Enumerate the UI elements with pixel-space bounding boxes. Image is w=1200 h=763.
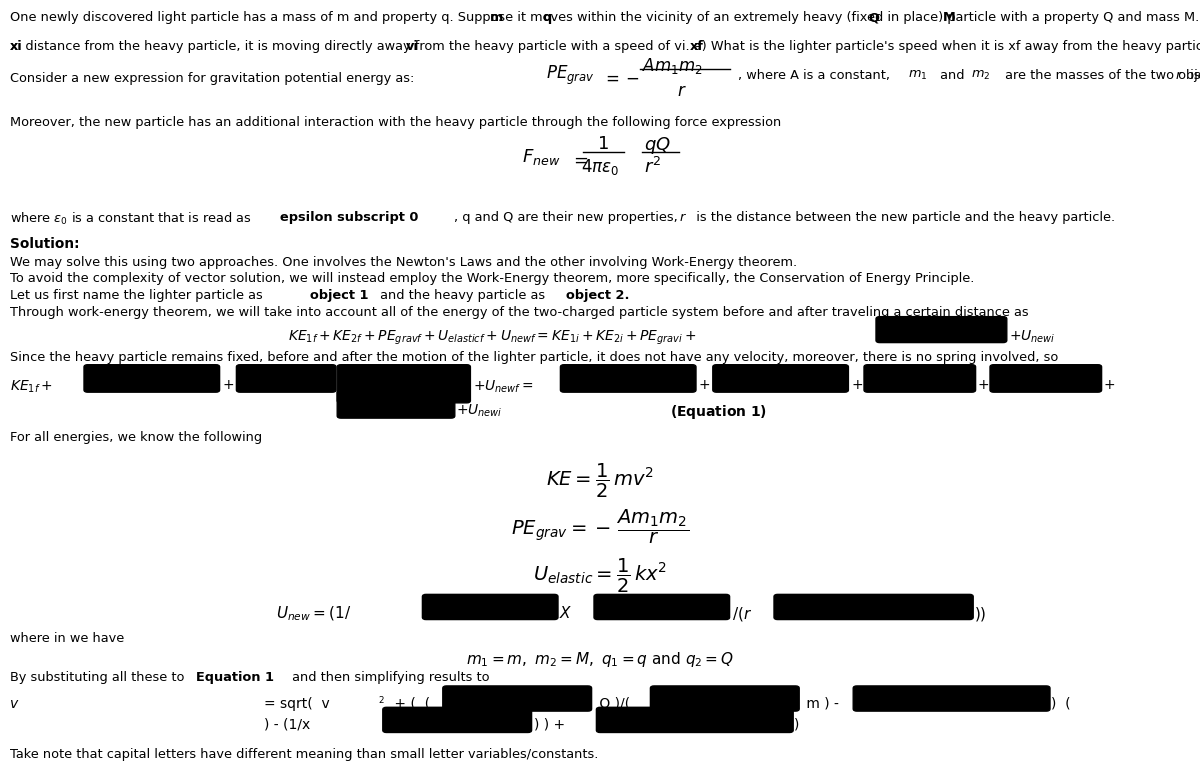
FancyBboxPatch shape — [337, 391, 455, 418]
FancyBboxPatch shape — [337, 365, 470, 403]
Text: $X$: $X$ — [559, 605, 572, 621]
Text: $KE_{1f} + KE_{2f} + PE_{gravf} + U_{elasticf} + U_{newf} = KE_{1i} + KE_{2i} + : $KE_{1f} + KE_{2f} + PE_{gravf} + U_{ela… — [288, 329, 696, 347]
Text: $+$: $+$ — [851, 378, 863, 392]
Text: $F_{new}$: $F_{new}$ — [522, 147, 560, 167]
FancyBboxPatch shape — [84, 365, 220, 392]
Text: $))$: $))$ — [974, 605, 986, 623]
Text: where in we have: where in we have — [10, 632, 124, 645]
Text: One newly discovered light particle has a mass of m and property q. Suppose it m: One newly discovered light particle has … — [10, 11, 1200, 24]
Text: $Am_1m_2$: $Am_1m_2$ — [642, 56, 703, 76]
FancyBboxPatch shape — [560, 365, 696, 392]
Text: For all energies, we know the following: For all energies, we know the following — [10, 431, 262, 444]
Text: r: r — [679, 211, 684, 224]
Text: $U_{elastic} = \dfrac{1}{2}\,kx^2$: $U_{elastic} = \dfrac{1}{2}\,kx^2$ — [533, 557, 667, 595]
Text: = sqrt(  v: = sqrt( v — [264, 697, 330, 710]
Text: Moreover, the new particle has an additional interaction with the heavy particle: Moreover, the new particle has an additi… — [10, 116, 781, 129]
Text: ) ) +: ) ) + — [534, 718, 565, 732]
Text: and then simplifying results to: and then simplifying results to — [288, 671, 490, 684]
Text: $=$: $=$ — [570, 150, 589, 169]
Text: $KE = \dfrac{1}{2}\,mv^2$: $KE = \dfrac{1}{2}\,mv^2$ — [546, 462, 654, 500]
FancyBboxPatch shape — [650, 686, 799, 711]
Text: xi: xi — [10, 40, 23, 53]
Text: By substituting all these to: By substituting all these to — [10, 671, 188, 684]
Text: object 2.: object 2. — [566, 289, 630, 302]
Text: Consider a new expression for gravitation potential energy as:: Consider a new expression for gravitatio… — [10, 72, 418, 85]
FancyBboxPatch shape — [713, 365, 848, 392]
Text: $\mathbf{(Equation\ 1)}$: $\mathbf{(Equation\ 1)}$ — [670, 403, 767, 421]
FancyBboxPatch shape — [383, 707, 532, 732]
FancyBboxPatch shape — [443, 686, 592, 711]
Text: M: M — [943, 11, 956, 24]
Text: is the distance between them.: is the distance between them. — [1186, 69, 1200, 82]
Text: $r^2$: $r^2$ — [644, 157, 661, 177]
Text: and: and — [936, 69, 968, 82]
Text: To avoid the complexity of vector solution, we will instead employ the Work-Ener: To avoid the complexity of vector soluti… — [10, 272, 974, 285]
Text: $+$: $+$ — [977, 378, 989, 392]
FancyBboxPatch shape — [236, 365, 336, 392]
Text: $qQ$: $qQ$ — [644, 135, 671, 156]
Text: r: r — [1176, 69, 1181, 82]
FancyBboxPatch shape — [876, 317, 1007, 343]
Text: Q )/(: Q )/( — [595, 697, 630, 710]
FancyBboxPatch shape — [422, 594, 558, 620]
FancyBboxPatch shape — [596, 707, 793, 732]
Text: $+ U_{newf} =$: $+ U_{newf} =$ — [473, 378, 533, 394]
FancyBboxPatch shape — [594, 594, 730, 620]
Text: q: q — [542, 11, 552, 24]
Text: )  (: ) ( — [1051, 697, 1070, 710]
Text: $4\pi\varepsilon_0$: $4\pi\varepsilon_0$ — [581, 157, 619, 177]
Text: ) - (1/x: ) - (1/x — [264, 718, 311, 732]
Text: m ) -: m ) - — [802, 697, 839, 710]
Text: $m_1$: $m_1$ — [908, 69, 928, 82]
Text: , where A is a constant,: , where A is a constant, — [738, 69, 890, 82]
Text: Solution:: Solution: — [10, 237, 79, 250]
Text: Since the heavy particle remains fixed, before and after the motion of the light: Since the heavy particle remains fixed, … — [10, 351, 1058, 364]
Text: $+ U_{newi}$: $+ U_{newi}$ — [456, 403, 503, 419]
Text: $+$: $+$ — [222, 378, 234, 392]
FancyBboxPatch shape — [853, 686, 1050, 711]
Text: are the masses of the two objects, and: are the masses of the two objects, and — [1001, 69, 1200, 82]
Text: xi distance from the heavy particle, it is moving directly away from the heavy p: xi distance from the heavy particle, it … — [10, 40, 1200, 53]
Text: $+$: $+$ — [1103, 378, 1115, 392]
Text: epsilon subscript 0: epsilon subscript 0 — [280, 211, 418, 224]
Text: $m_1 = m,\ m_2 = M,\ q_1 = q\ \mathrm{and}\ q_2 = Q$: $m_1 = m,\ m_2 = M,\ q_1 = q\ \mathrm{an… — [466, 650, 734, 669]
Text: $+$: $+$ — [698, 378, 710, 392]
Text: $1$: $1$ — [596, 135, 608, 153]
Text: , q and Q are their new properties,: , q and Q are their new properties, — [454, 211, 682, 224]
Text: is the distance between the new particle and the heavy particle.: is the distance between the new particle… — [688, 211, 1115, 224]
Text: + (  (: + ( ( — [390, 697, 430, 710]
Text: $= -$: $= -$ — [602, 69, 641, 87]
Text: $U_{new} = (1/$: $U_{new} = (1/$ — [276, 605, 352, 623]
FancyBboxPatch shape — [864, 365, 976, 392]
Text: vi: vi — [406, 40, 419, 53]
Text: $PE_{grav} = -\,\dfrac{Am_1m_2}{r}$: $PE_{grav} = -\,\dfrac{Am_1m_2}{r}$ — [511, 507, 689, 546]
Text: $/(r$: $/(r$ — [732, 605, 752, 623]
Text: where $\varepsilon_0$ is a constant that is read as: where $\varepsilon_0$ is a constant that… — [10, 211, 252, 227]
Text: $r$: $r$ — [677, 82, 686, 101]
Text: and the heavy particle as: and the heavy particle as — [376, 289, 548, 302]
Text: $KE_{1f} +$: $KE_{1f} +$ — [10, 378, 53, 394]
Text: $m_2$: $m_2$ — [971, 69, 990, 82]
Text: object 1: object 1 — [310, 289, 368, 302]
Text: $+ U_{newi}$: $+ U_{newi}$ — [1009, 329, 1056, 345]
Text: ): ) — [794, 718, 799, 732]
Text: Let us first name the lighter particle as: Let us first name the lighter particle a… — [10, 289, 266, 302]
Text: $PE_{grav}$: $PE_{grav}$ — [546, 63, 595, 86]
Text: Take note that capital letters have different meaning than small letter variable: Take note that capital letters have diff… — [10, 748, 598, 761]
Text: m: m — [490, 11, 503, 24]
Text: Through work-energy theorem, we will take into account all of the energy of the : Through work-energy theorem, we will tak… — [10, 306, 1028, 319]
Text: Q: Q — [869, 11, 880, 24]
Text: xf: xf — [690, 40, 704, 53]
Text: Equation 1: Equation 1 — [196, 671, 274, 684]
FancyBboxPatch shape — [990, 365, 1102, 392]
Text: v: v — [10, 697, 18, 710]
Text: $^2$: $^2$ — [378, 697, 385, 710]
FancyBboxPatch shape — [774, 594, 973, 620]
Text: We may solve this using two approaches. One involves the Newton's Laws and the o: We may solve this using two approaches. … — [10, 256, 797, 269]
